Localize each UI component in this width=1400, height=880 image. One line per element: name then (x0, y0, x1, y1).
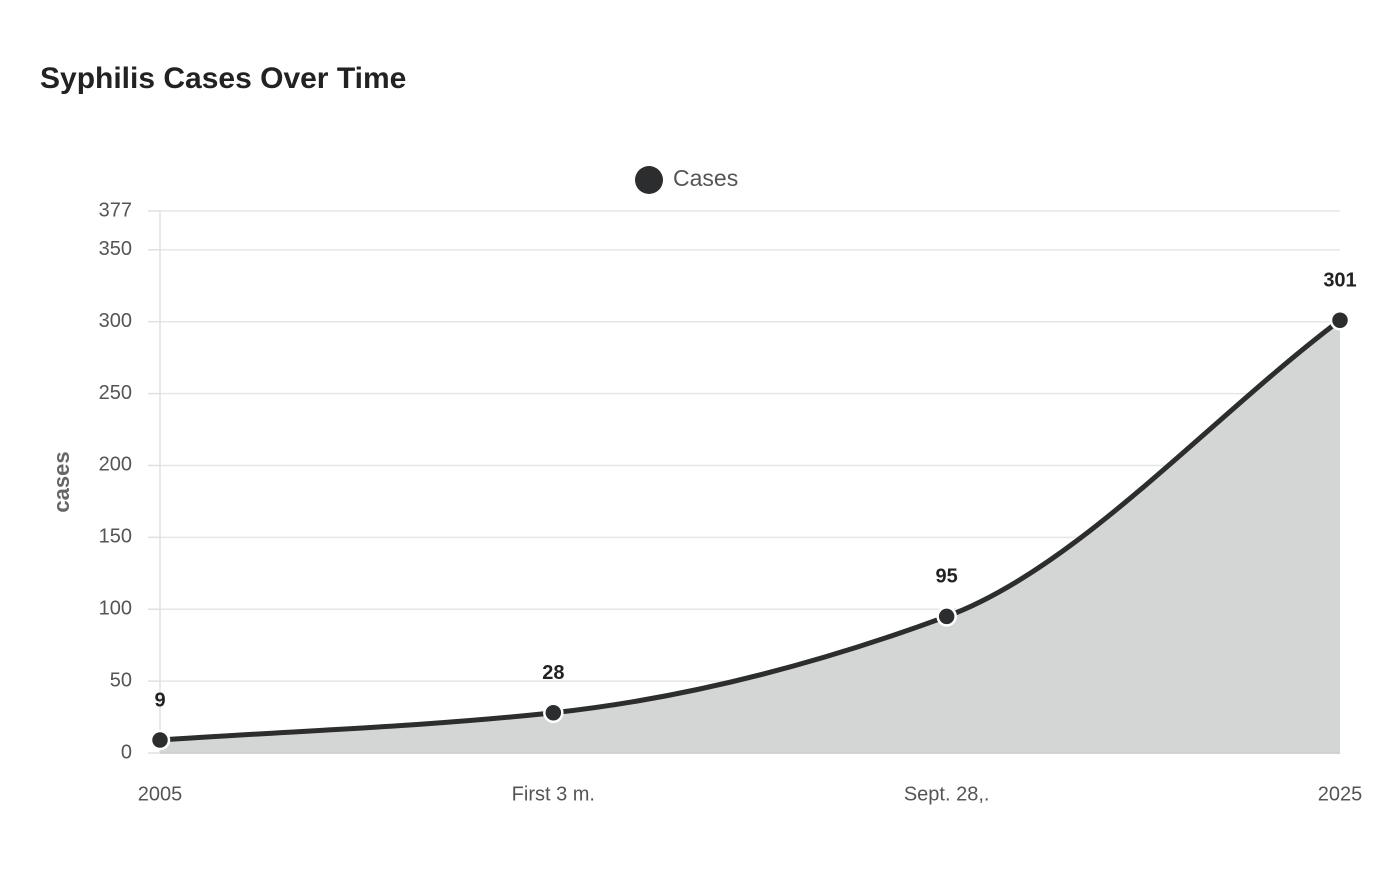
y-tick-label: 0 (121, 741, 132, 763)
area-fill (160, 320, 1340, 753)
point (149, 729, 171, 751)
y-tick-label: 100 (99, 598, 132, 620)
legend-swatch (635, 166, 663, 194)
y-tick-label: 350 (99, 238, 132, 260)
x-tick-label: Sept. 28,. (904, 783, 990, 805)
y-tick-label: 300 (99, 310, 132, 332)
x-tick-label: First 3 m. (512, 783, 595, 805)
x-tick-label: 2025 (1318, 783, 1363, 805)
value-label: 28 (542, 662, 564, 684)
point (936, 606, 957, 627)
point (1329, 310, 1351, 331)
value-label: 95 (936, 566, 958, 588)
y-tick-label: 377 (99, 199, 132, 221)
y-tick-label: 150 (99, 526, 132, 548)
y-tick-label: 200 (99, 454, 132, 476)
value-label: 301 (1323, 270, 1356, 292)
y-tick-label: 250 (99, 382, 132, 404)
point (543, 702, 564, 723)
chart-title: Syphilis Cases Over Time (40, 62, 406, 95)
value-label: 9 (154, 689, 165, 711)
y-axis-title: cases (49, 451, 74, 512)
line (159, 318, 1342, 743)
legend-label: Cases (673, 165, 738, 191)
y-tick-label: 50 (110, 669, 132, 691)
x-tick-label: 2005 (138, 783, 183, 805)
